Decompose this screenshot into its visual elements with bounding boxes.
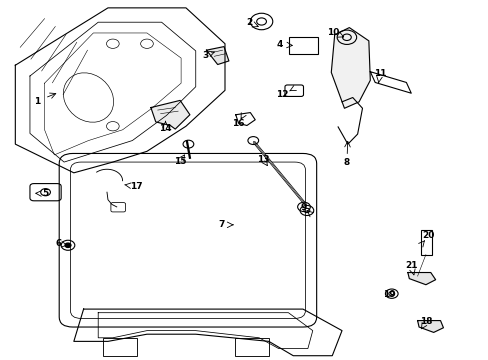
Text: 1: 1 (34, 96, 41, 105)
Text: 10: 10 (326, 28, 339, 37)
Text: 14: 14 (159, 123, 171, 132)
Text: 5: 5 (42, 189, 49, 198)
Text: 9: 9 (300, 203, 306, 212)
Text: 19: 19 (383, 289, 395, 298)
Text: 11: 11 (373, 69, 386, 78)
Text: 2: 2 (246, 18, 252, 27)
Text: 12: 12 (276, 90, 288, 99)
Text: 4: 4 (276, 40, 282, 49)
Text: 6: 6 (55, 239, 61, 248)
Text: 15: 15 (174, 157, 186, 166)
Bar (420, 230, 431, 255)
Bar (289, 37, 317, 54)
Text: 16: 16 (232, 119, 244, 128)
Text: 20: 20 (422, 231, 434, 240)
Text: 21: 21 (404, 261, 417, 270)
Text: 13: 13 (256, 155, 269, 164)
Polygon shape (151, 100, 189, 129)
Text: 17: 17 (130, 182, 142, 191)
Polygon shape (330, 28, 369, 108)
Polygon shape (206, 46, 228, 64)
Text: 7: 7 (218, 220, 224, 229)
Text: 3: 3 (202, 51, 208, 60)
Bar (234, 338, 268, 356)
Bar (103, 338, 137, 356)
Polygon shape (407, 273, 435, 285)
Text: 8: 8 (343, 158, 349, 167)
Text: 18: 18 (419, 317, 431, 326)
Polygon shape (417, 320, 443, 332)
Circle shape (65, 243, 71, 247)
